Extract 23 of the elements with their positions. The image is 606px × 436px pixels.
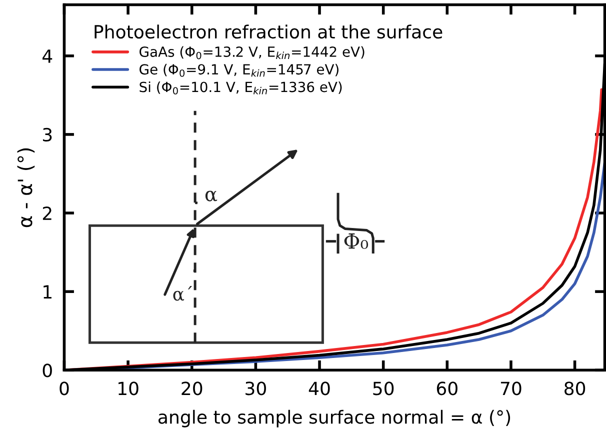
y-tick-label: 3 bbox=[43, 128, 52, 142]
x-tick-label: 0 bbox=[60, 382, 69, 396]
x-tick-label: 10 bbox=[118, 382, 138, 396]
y-tick-label: 4 bbox=[42, 50, 52, 63]
legend-label: Ge (Φ$_{0}$=9.1 V, E$_{kin}$=1457 eV) bbox=[140, 64, 338, 77]
x-tick-label: 20 bbox=[182, 382, 202, 396]
legend-label: GaAs (Φ$_{0}$=13.2 V, E$_{kin}$=1442 eV) bbox=[140, 46, 364, 60]
x-tick-label: 40 bbox=[308, 382, 330, 396]
x-tick-label: 50 bbox=[373, 382, 394, 396]
x-tick-label: 80 bbox=[564, 382, 586, 396]
y-tick-label: 0 bbox=[42, 364, 52, 378]
legend-label: Si (Φ$_{0}$=10.1 V, E$_{kin}$=1336 eV) bbox=[140, 81, 342, 94]
y-tick-label: 1 bbox=[44, 285, 52, 298]
annotation: α bbox=[205, 190, 218, 202]
annotation: Φ₀ bbox=[344, 233, 368, 249]
annotation: α´ bbox=[173, 286, 192, 301]
x-tick-label: 30 bbox=[246, 382, 266, 396]
x-tick-label: 70 bbox=[500, 382, 522, 396]
x-tick-label: 60 bbox=[436, 382, 458, 396]
y-tick-label: 2 bbox=[42, 206, 52, 220]
y-axis-title: α - α' (°) bbox=[17, 148, 35, 228]
x-axis-title: angle to sample surface normal = α (°) bbox=[158, 410, 510, 428]
legend-title: Photoelectron refraction at the surface bbox=[94, 24, 442, 39]
